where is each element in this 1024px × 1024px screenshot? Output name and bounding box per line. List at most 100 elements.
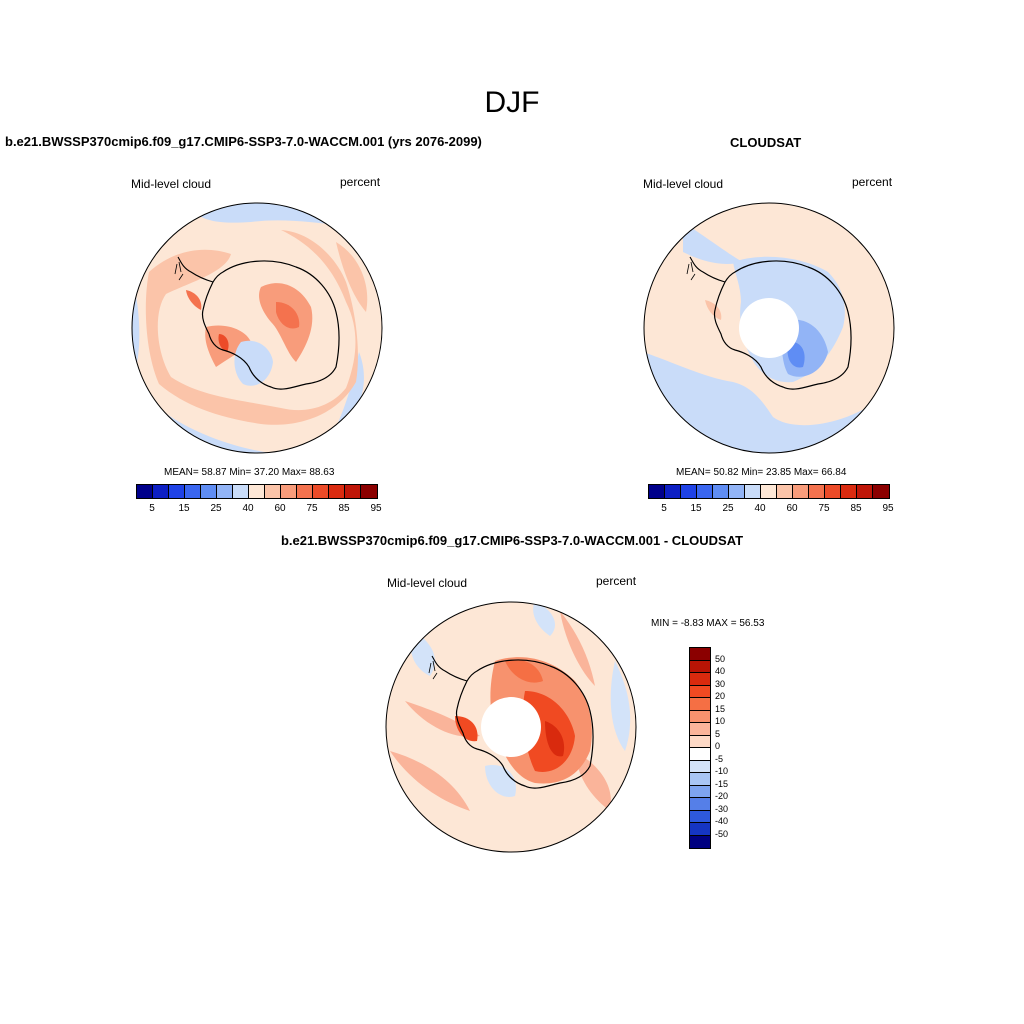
colorbar-tick-label: -5 (715, 753, 724, 764)
model-colorbar (136, 484, 378, 499)
colorbar-tick-label: -40 (715, 816, 729, 826)
model-moderate-ring (145, 230, 358, 425)
colorbar-tick-label: 25 (722, 503, 734, 514)
model-peninsula-islands (174, 261, 184, 281)
model-peninsula-coastline (177, 256, 214, 283)
diff-max-region (545, 721, 565, 757)
model-map-border (131, 202, 383, 454)
colorbar-tick-label: -15 (715, 778, 729, 789)
colorbar-swatch (649, 485, 665, 498)
colorbar-swatch (169, 485, 185, 498)
obs-panel-title: CLOUDSAT (730, 135, 802, 150)
colorbar-tick-label: 5 (661, 503, 667, 514)
model-max-region (218, 334, 229, 352)
obs-antarctica-coastline (713, 260, 852, 390)
diff-stats: MIN = -8.83 MAX = 56.53 (651, 618, 765, 629)
colorbar-tick-label: 30 (715, 678, 726, 689)
diff-antarctica-coastline (455, 659, 594, 789)
obs-colorbar (648, 484, 890, 499)
obs-units-label: percent (852, 175, 893, 189)
colorbar-swatch (265, 485, 281, 498)
colorbar-tick-label: 85 (850, 503, 862, 514)
model-panel-title: b.e21.BWSSP370cmip6.f09_g17.CMIP6-SSP3-7… (5, 134, 482, 149)
colorbar-tick-label: 0 (715, 741, 721, 751)
obs-peninsula-islands (686, 261, 696, 281)
colorbar-tick-label: -10 (715, 766, 729, 776)
colorbar-swatch (713, 485, 729, 498)
obs-polar-gap (739, 298, 799, 358)
colorbar-tick-label: 95 (882, 503, 894, 514)
colorbar-swatch (217, 485, 233, 498)
obs-stats: MEAN= 50.82 Min= 23.85 Max= 66.84 (676, 467, 847, 478)
colorbar-swatch (690, 785, 710, 798)
diff-map-border (385, 601, 637, 853)
colorbar-swatch (729, 485, 745, 498)
colorbar-swatch (329, 485, 345, 498)
model-moderate-region-ne (336, 242, 368, 312)
colorbar-tick-label: 10 (715, 716, 726, 726)
obs-map-border (643, 202, 895, 454)
colorbar-swatch (690, 823, 710, 836)
colorbar-tick-label: 75 (306, 503, 318, 514)
colorbar-swatch (185, 485, 201, 498)
colorbar-swatch (690, 673, 710, 686)
colorbar-swatch (361, 485, 377, 498)
colorbar-swatch (690, 760, 710, 773)
diff-negative-region-s (485, 765, 516, 797)
colorbar-tick-label: 40 (754, 503, 766, 514)
diff-positive-band-ne (560, 611, 595, 686)
colorbar-swatch (690, 685, 710, 698)
diff-polar-gap (481, 697, 541, 757)
colorbar-swatch (690, 810, 710, 823)
colorbar-swatch (690, 648, 710, 661)
obs-low-region-south (644, 352, 894, 453)
colorbar-tick-label: 60 (786, 503, 798, 514)
colorbar-swatch (153, 485, 169, 498)
colorbar-swatch (873, 485, 889, 498)
diff-units-label: percent (596, 574, 637, 588)
colorbar-swatch (681, 485, 697, 498)
colorbar-swatch (233, 485, 249, 498)
model-units-label: percent (340, 175, 381, 189)
colorbar-tick-label: 60 (274, 503, 286, 514)
colorbar-tick-label: -50 (715, 828, 729, 839)
obs-min-region (787, 341, 805, 368)
diff-colorbar-ticks: 50 40 30 20 15 10 5 0 -5 -10 -15 -20 -30 -40 -50 (715, 647, 755, 847)
colorbar-swatch (690, 798, 710, 811)
obs-polar-map (643, 202, 895, 454)
diff-panel-title: b.e21.BWSSP370cmip6.f09_g17.CMIP6-SSP3-7… (280, 533, 744, 548)
colorbar-tick-label: 75 (818, 503, 830, 514)
obs-variable-label: Mid-level cloud (643, 177, 724, 191)
colorbar-tick-label: 50 (715, 653, 726, 664)
colorbar-tick-label: 5 (715, 728, 721, 739)
diff-colorbar (689, 647, 711, 849)
colorbar-swatch (201, 485, 217, 498)
obs-moderate-region-west (705, 300, 722, 320)
colorbar-swatch (793, 485, 809, 498)
model-colorbar-ticks: 5 15 25 40 60 75 85 95 (136, 503, 381, 517)
model-peak-region-west (186, 290, 202, 310)
colorbar-tick-label: 5 (149, 503, 155, 514)
colorbar-swatch (313, 485, 329, 498)
colorbar-tick-label: 40 (242, 503, 254, 514)
colorbar-swatch (665, 485, 681, 498)
colorbar-swatch (690, 748, 710, 761)
colorbar-tick-label: 85 (338, 503, 350, 514)
colorbar-swatch (281, 485, 297, 498)
colorbar-tick-label: 15 (178, 503, 190, 514)
colorbar-swatch (137, 485, 153, 498)
colorbar-swatch (249, 485, 265, 498)
colorbar-swatch (825, 485, 841, 498)
colorbar-swatch (697, 485, 713, 498)
colorbar-swatch (777, 485, 793, 498)
colorbar-tick-label: 15 (715, 703, 726, 714)
colorbar-swatch (745, 485, 761, 498)
model-low-region-north (191, 203, 346, 226)
colorbar-swatch (690, 710, 710, 723)
colorbar-swatch (690, 773, 710, 786)
colorbar-swatch (841, 485, 857, 498)
diff-variable-label: Mid-level cloud (387, 576, 468, 590)
model-polar-map (131, 202, 383, 454)
diff-positive-band-sw (390, 751, 470, 811)
model-peak-region-east (276, 302, 300, 329)
